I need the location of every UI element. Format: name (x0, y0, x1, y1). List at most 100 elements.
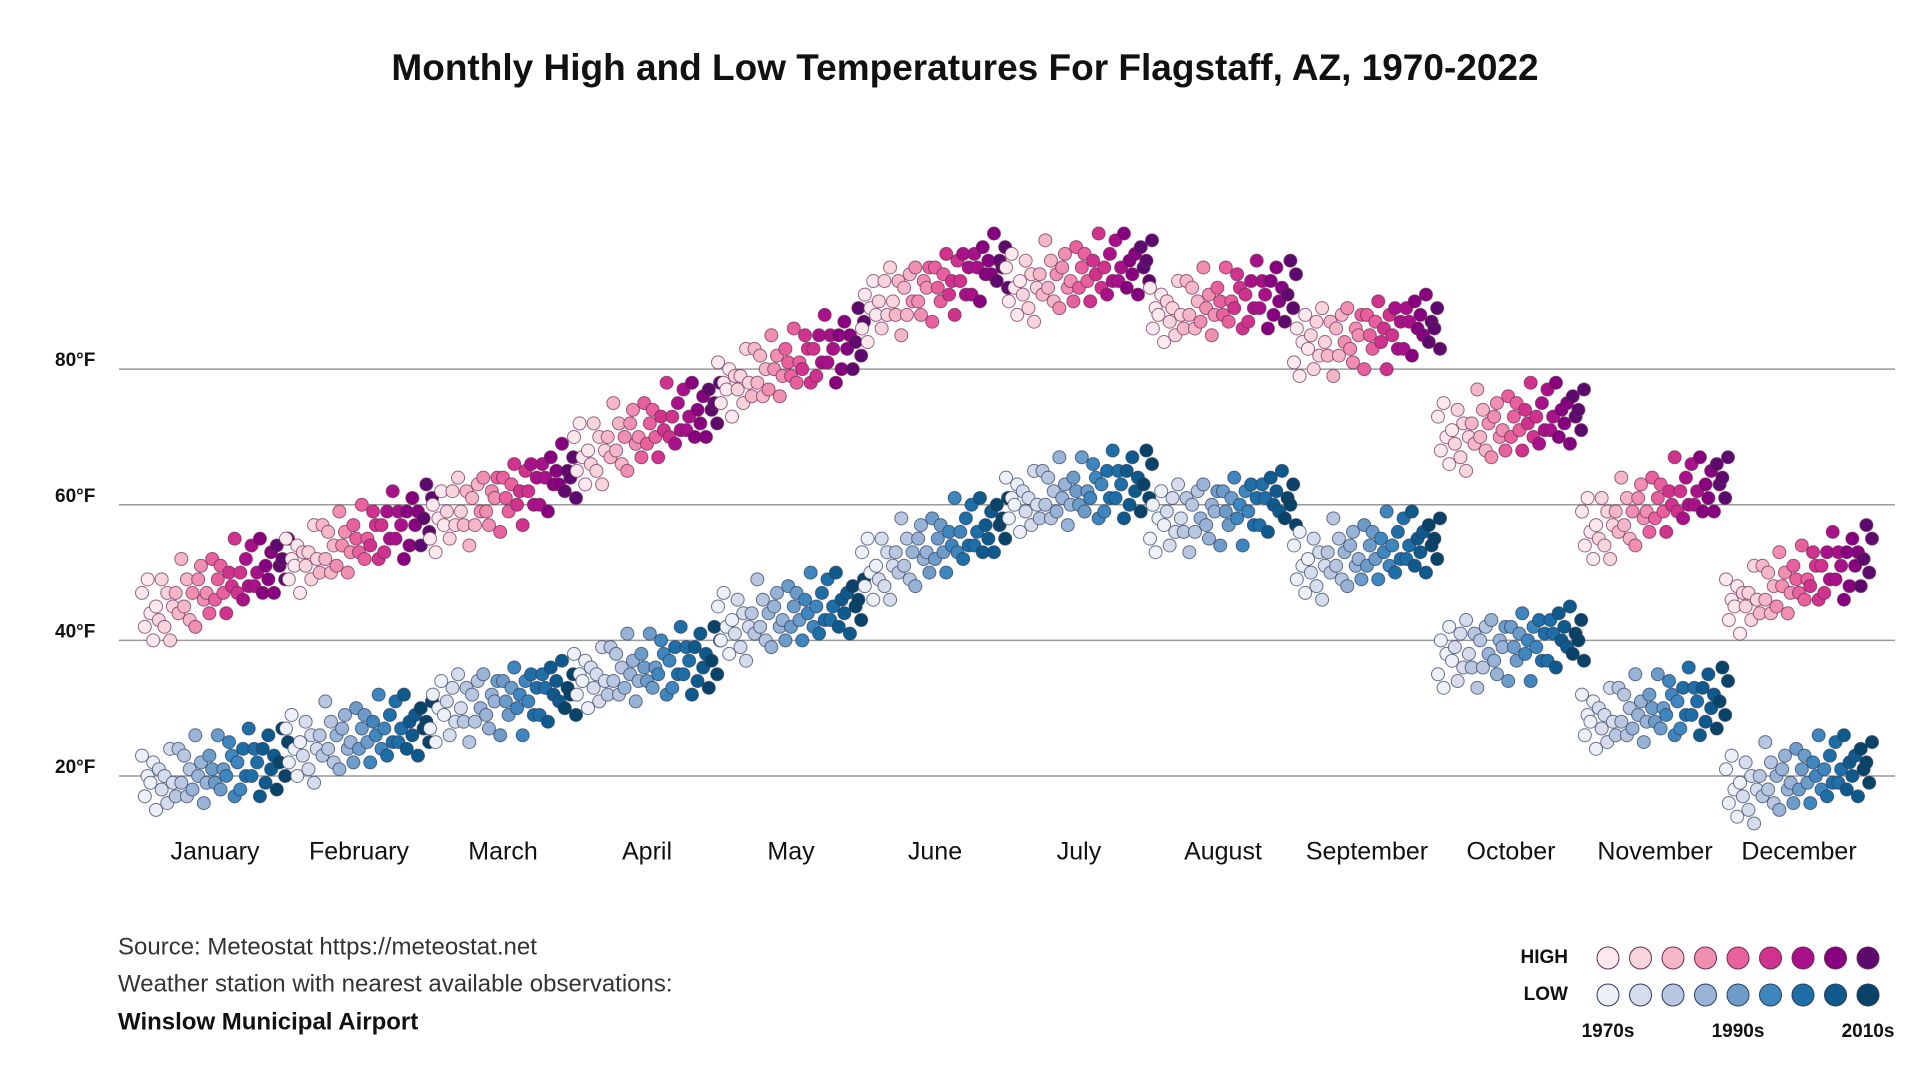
data-point (1021, 301, 1036, 316)
data-point (1786, 796, 1801, 811)
data-point (1853, 579, 1868, 594)
data-point (1433, 341, 1447, 356)
data-point (255, 741, 270, 756)
data-point (1817, 585, 1832, 600)
data-point (428, 545, 443, 560)
data-point (1133, 240, 1148, 255)
data-point (332, 762, 347, 777)
data-point (569, 490, 583, 505)
data-point (1345, 355, 1360, 370)
data-point (1230, 267, 1245, 282)
y-tick-label: 40°F (55, 621, 95, 642)
data-point (750, 375, 765, 390)
data-point (213, 782, 228, 797)
data-point (1287, 538, 1301, 553)
data-point (1692, 450, 1707, 465)
data-point (1390, 524, 1405, 539)
data-point (1303, 565, 1318, 580)
data-point (600, 429, 615, 444)
data-point (543, 660, 558, 675)
chart-title: Monthly High and Low Temperatures For Fl… (391, 47, 1538, 88)
data-point (340, 565, 355, 580)
data-point (684, 375, 699, 390)
data-point (1326, 368, 1341, 383)
data-point (1571, 633, 1586, 648)
data-point (905, 545, 920, 560)
data-point (1603, 552, 1618, 567)
data-point (1786, 558, 1801, 573)
data-point (1145, 321, 1160, 336)
data-point (1633, 477, 1648, 492)
data-point (301, 762, 316, 777)
data-point (1662, 674, 1677, 689)
data-point (312, 728, 327, 743)
data-point (1489, 667, 1504, 682)
data-point (1218, 260, 1233, 275)
data-point (975, 240, 990, 255)
x-tick-label: February (309, 838, 410, 866)
data-point (388, 531, 403, 546)
data-point (842, 626, 857, 641)
data-point (1803, 579, 1818, 594)
data-point (1303, 328, 1318, 343)
data-point (1822, 748, 1837, 763)
data-point (1445, 653, 1460, 668)
data-point (396, 552, 411, 567)
data-point (377, 721, 392, 736)
data-point (1589, 741, 1604, 756)
data-point (1114, 477, 1129, 492)
data-point (809, 599, 824, 614)
data-point (795, 633, 810, 648)
data-point (1060, 518, 1075, 533)
data-point (434, 674, 449, 689)
data-point (778, 341, 793, 356)
data-point (1690, 694, 1705, 709)
data-point (1738, 599, 1753, 614)
data-point (1797, 592, 1812, 607)
data-point (1074, 260, 1089, 275)
data-point (425, 687, 440, 702)
data-point (1269, 484, 1284, 499)
data-point (1309, 579, 1324, 594)
data-point (1747, 816, 1762, 831)
data-point (1628, 538, 1643, 553)
data-point (462, 735, 477, 750)
data-point (210, 572, 225, 587)
data-point (1374, 531, 1389, 546)
data-point (451, 667, 466, 682)
data-point (385, 484, 400, 499)
data-point (1260, 321, 1275, 336)
data-point (1196, 477, 1211, 492)
data-point (1839, 782, 1854, 797)
data-point (1055, 260, 1070, 275)
data-point (1266, 307, 1281, 322)
data-point (1430, 552, 1445, 567)
data-point (1698, 714, 1713, 729)
data-point (540, 714, 555, 729)
data-point (540, 504, 555, 519)
data-point (809, 368, 824, 383)
data-point (1442, 457, 1457, 472)
data-point (1193, 314, 1208, 329)
data-point (371, 687, 386, 702)
data-point (1730, 809, 1745, 824)
data-point (1642, 687, 1657, 702)
data-point (1487, 409, 1502, 424)
data-point (665, 680, 680, 695)
data-point (1484, 613, 1499, 628)
data-point (557, 701, 572, 716)
data-point (1625, 504, 1640, 519)
data-point (428, 735, 443, 750)
data-point (845, 362, 860, 377)
data-point (1865, 735, 1879, 750)
data-point (1145, 497, 1160, 512)
data-point (1828, 572, 1843, 587)
data-point (476, 667, 491, 682)
data-point (177, 599, 192, 614)
data-point (1119, 280, 1134, 295)
data-point (1701, 667, 1716, 682)
data-point (1280, 287, 1295, 302)
data-point (866, 592, 881, 607)
data-point (1506, 640, 1521, 655)
